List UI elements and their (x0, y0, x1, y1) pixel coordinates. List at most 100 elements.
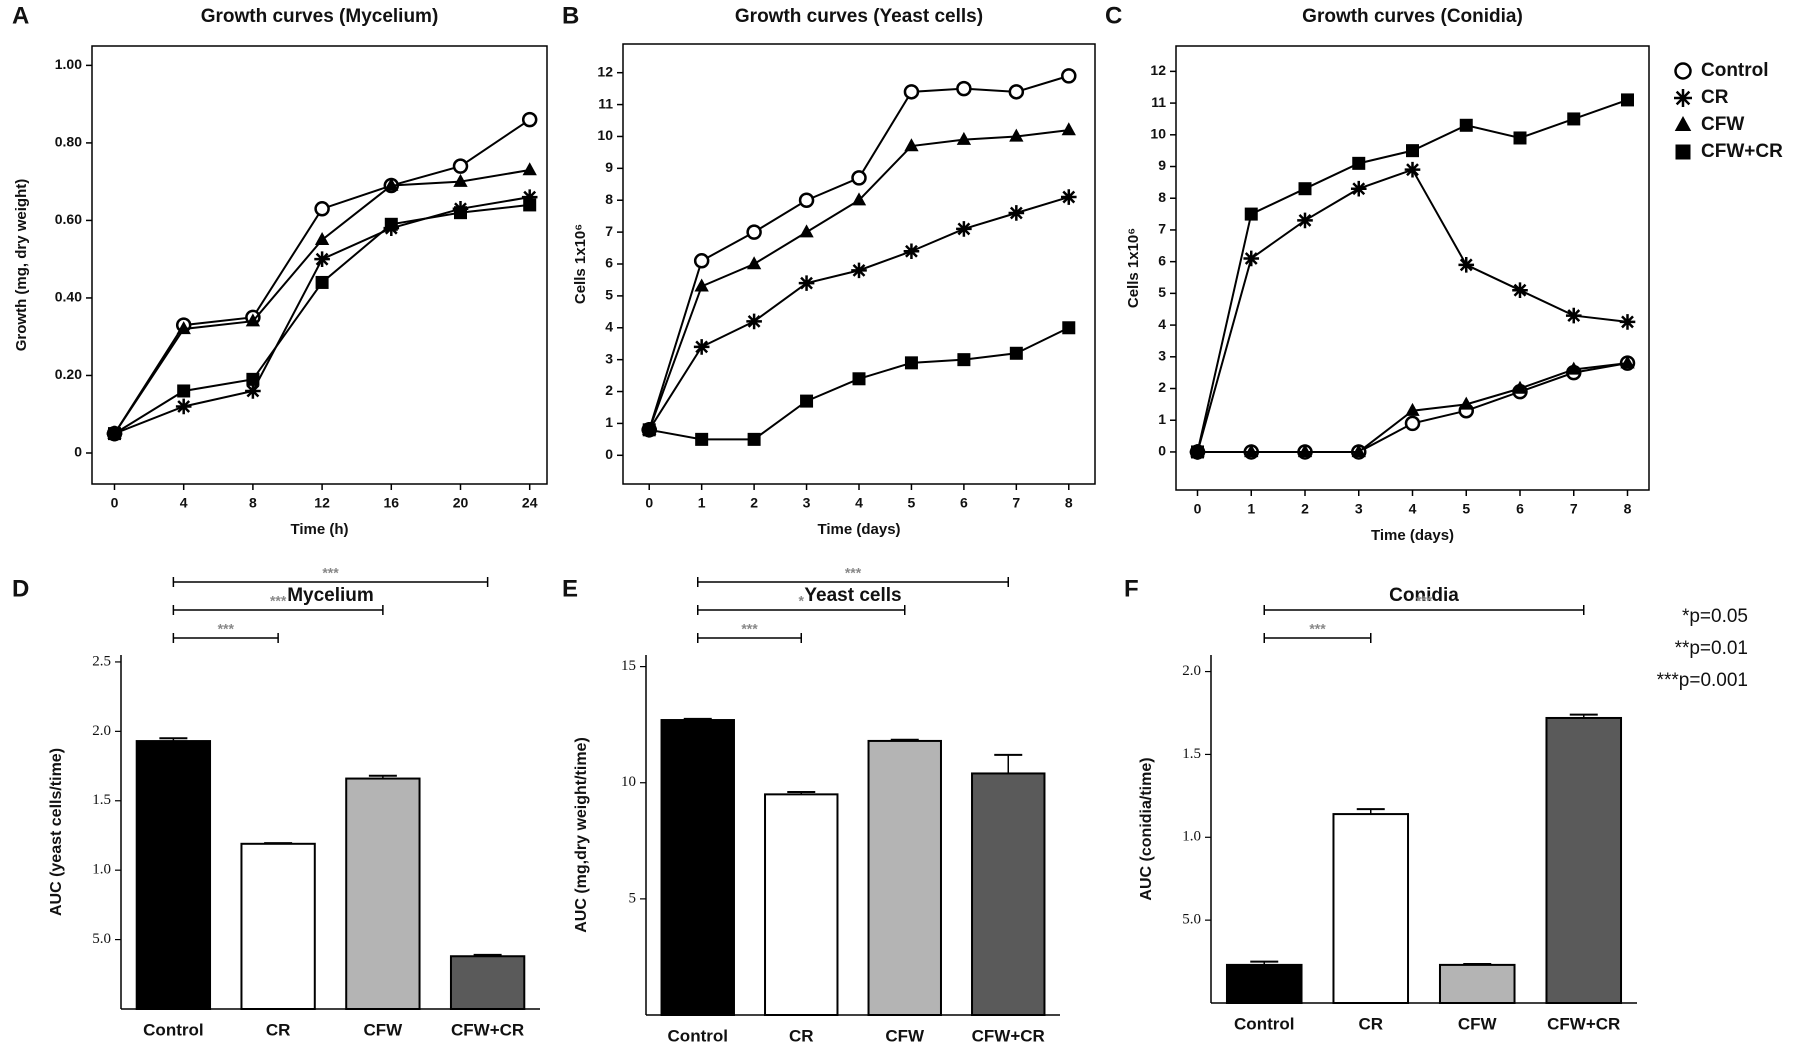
y-tick-label: 8 (605, 191, 613, 207)
marker (1565, 307, 1582, 324)
marker (956, 80, 972, 97)
y-tick-label: 0.40 (55, 289, 82, 305)
marker (1009, 346, 1023, 360)
significance-label: * (799, 593, 805, 609)
y-tick-label: 1 (605, 414, 613, 430)
y-tick-label: 8 (1158, 189, 1166, 205)
series (641, 68, 1077, 438)
significance-bracket: *** (697, 621, 802, 643)
significance-label: *** (270, 593, 287, 609)
x-tick-label: CFW+CR (972, 1026, 1045, 1045)
y-tick-label: 2 (1158, 379, 1166, 395)
x-tick-label: 7 (1012, 495, 1020, 511)
x-tick-label: CFW+CR (1547, 1014, 1620, 1033)
y-tick-label: 1.0 (1182, 829, 1201, 845)
x-tick-label: 6 (1516, 501, 1524, 517)
y-tick-label: 10 (1150, 126, 1166, 142)
y-tick-label: 5 (605, 287, 613, 303)
marker (1060, 189, 1077, 205)
y-tick-label: 11 (1151, 94, 1166, 110)
chart-title: Growth curves (Mycelium) (201, 6, 439, 27)
marker (1009, 128, 1024, 142)
x-axis-label: Time (days) (1371, 527, 1454, 544)
y-axis-label: Cells 1x10⁶ (1125, 228, 1142, 308)
marker (1567, 112, 1581, 126)
marker (851, 192, 867, 206)
marker (314, 251, 330, 267)
marker (453, 173, 468, 187)
y-tick-label: 4 (605, 318, 613, 334)
x-tick-label: 2 (750, 495, 758, 511)
line (648, 196, 1070, 431)
chart-title: Conidia (1389, 585, 1459, 606)
chart-title: Growth curves (Conidia) (1302, 6, 1523, 27)
bar (1438, 963, 1516, 1005)
y-tick-label: 5.0 (92, 931, 111, 947)
marker (1674, 62, 1692, 80)
error-bar (368, 774, 397, 779)
significance-bracket: *** (172, 593, 384, 615)
annotation: *p=0.05 (1682, 606, 1748, 627)
x-tick-label: CFW (1458, 1014, 1498, 1033)
significance-bracket: *** (1263, 593, 1585, 615)
significance-bracket: * (697, 593, 906, 615)
y-tick-label: 2 (605, 382, 613, 398)
x-tick-label: 24 (522, 495, 538, 511)
x-axis-label: Time (h) (290, 521, 348, 538)
marker (1243, 250, 1260, 267)
marker (1459, 118, 1473, 132)
marker (1458, 257, 1475, 273)
marker (693, 339, 710, 355)
y-axis-label: AUC (conidia/time) (1138, 757, 1155, 900)
y-tick-label: 5 (1158, 284, 1166, 300)
y-axis-label: Cells 1x10⁶ (572, 224, 589, 304)
marker (746, 256, 762, 270)
panel-label: D (12, 575, 29, 602)
bar (867, 739, 942, 1016)
marker (1406, 144, 1419, 158)
series (641, 189, 1077, 438)
marker (453, 206, 467, 220)
x-tick-label: CFW (885, 1026, 925, 1045)
marker (1061, 122, 1076, 136)
marker (694, 278, 709, 292)
marker (904, 138, 919, 152)
y-tick-label: 3 (1158, 348, 1166, 364)
legend-label: CR (1701, 87, 1729, 108)
x-tick-label: CR (266, 1020, 291, 1039)
x-tick-label: 2 (1301, 501, 1309, 517)
marker (1675, 144, 1691, 160)
bar (240, 842, 316, 1010)
marker (1298, 182, 1312, 196)
x-tick-label: 16 (384, 495, 400, 511)
y-tick-label: 1.00 (55, 56, 82, 72)
chart-title: Growth curves (Yeast cells) (735, 6, 983, 27)
series (642, 122, 1076, 435)
panel-label: F (1124, 575, 1139, 602)
marker (1191, 445, 1204, 459)
x-tick-label: Control (668, 1026, 728, 1045)
x-tick-label: 4 (180, 495, 188, 511)
marker (798, 192, 815, 208)
y-tick-label: 0.60 (55, 211, 82, 227)
x-axis-label: Time (days) (817, 521, 900, 538)
bar (1225, 963, 1303, 1005)
annotation: ***p=0.001 (1657, 670, 1748, 691)
y-tick-label: 12 (1150, 62, 1166, 78)
y-tick-label: 4 (1158, 316, 1166, 332)
marker (1674, 89, 1692, 107)
significance-label: *** (218, 621, 235, 637)
legend-label: CFW (1701, 114, 1744, 135)
marker (956, 131, 972, 145)
y-axis-label: AUC (yeast cells/time) (48, 748, 65, 916)
x-tick-label: 4 (1409, 501, 1417, 517)
x-tick-label: CR (789, 1026, 814, 1045)
marker (245, 383, 261, 399)
marker (1512, 282, 1528, 298)
x-tick-label: 5 (1462, 501, 1470, 517)
marker (903, 84, 920, 100)
series (1190, 355, 1635, 458)
y-tick-label: 0.20 (55, 366, 82, 382)
bar (449, 955, 526, 1011)
